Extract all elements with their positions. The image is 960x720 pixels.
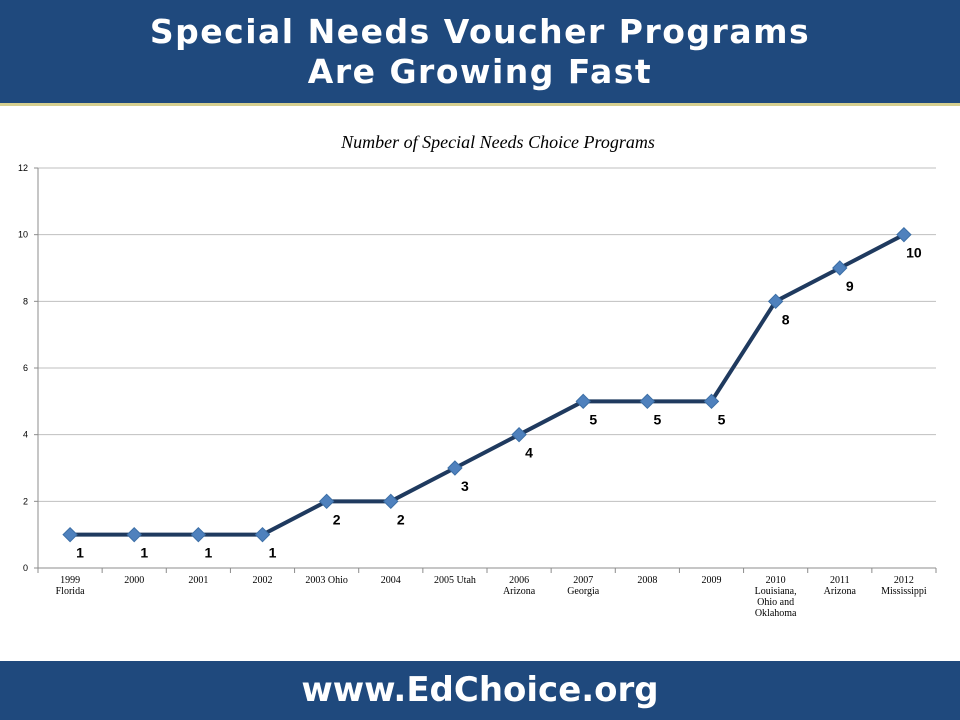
x-tick-label-line: Florida <box>56 586 85 597</box>
x-tick-label: 2011 Arizona <box>824 575 857 597</box>
page-title: Special Needs Voucher Programs Are Growi… <box>0 12 960 92</box>
data-label: 3 <box>461 478 469 494</box>
data-labels: 1 1 1 1 2 2 3 4 5 5 5 8 9 10 <box>76 245 922 561</box>
data-label: 5 <box>653 411 661 427</box>
x-tick-label: 2001 <box>188 575 208 586</box>
data-point-marker <box>62 526 78 543</box>
title-line-2: Are Growing Fast <box>307 52 653 91</box>
data-label: 10 <box>906 245 922 261</box>
x-tick-label: 2007 Georgia <box>567 575 600 597</box>
x-tick-label-line: 2008 <box>637 575 657 586</box>
x-tick-label-line: 2010 <box>766 575 786 586</box>
x-tick-label: 2005 Utah <box>434 575 476 586</box>
x-tick-label: 2002 <box>253 575 273 586</box>
data-point-marker <box>767 293 784 310</box>
x-tick-label-line: 2004 <box>381 575 401 586</box>
y-tick-label: 4 <box>23 430 28 440</box>
y-tick-label: 0 <box>23 563 28 573</box>
data-point-marker <box>318 493 335 510</box>
x-tick-label: 2012 Mississippi <box>881 575 927 597</box>
x-tick-label: 2000 <box>124 575 144 586</box>
x-tick-label-line: Oklahoma <box>755 608 797 619</box>
y-tick-label: 10 <box>18 230 28 240</box>
y-axis-ticks: 0 2 4 6 8 10 12 <box>18 163 28 573</box>
data-point-marker <box>190 526 207 543</box>
data-label: 2 <box>397 511 405 527</box>
x-tick-label-line: Mississippi <box>881 586 927 597</box>
data-point-marker <box>447 460 463 476</box>
data-point-marker <box>703 393 720 410</box>
footer-banner: www.EdChoice.org <box>0 661 960 720</box>
x-tick-label: 1999 Florida <box>56 575 85 597</box>
data-point-marker <box>639 393 656 410</box>
x-axis-ticks: 1999 Florida 2000 2001 2002 2003 Ohio 2004 2005… <box>56 575 927 619</box>
x-tick-label-line: 2007 <box>573 575 593 586</box>
x-tick-label: 2006 Arizona <box>503 575 536 597</box>
data-label: 1 <box>269 545 277 561</box>
data-label: 1 <box>140 545 148 561</box>
x-tick-label: 2010 Louisiana, Ohio and Oklahoma <box>755 575 797 619</box>
data-point-marker <box>383 493 399 510</box>
x-tick-label: 2009 <box>702 575 722 586</box>
x-tick-label-line: Georgia <box>567 586 600 597</box>
data-label: 5 <box>718 411 726 427</box>
x-tick-label-line: 2002 <box>253 575 273 586</box>
y-tick-label: 12 <box>18 163 28 173</box>
y-tick-label: 8 <box>23 296 28 306</box>
data-label: 9 <box>846 278 854 294</box>
chart-title: Number of Special Needs Choice Programs <box>340 132 655 152</box>
x-tick-label-line: 2001 <box>188 575 208 586</box>
data-point-marker <box>832 260 848 276</box>
data-label: 1 <box>76 545 84 561</box>
header-banner: Special Needs Voucher Programs Are Growi… <box>0 0 960 106</box>
data-label: 1 <box>204 545 212 561</box>
data-label: 8 <box>782 311 790 327</box>
series-group <box>62 226 912 543</box>
data-label: 4 <box>525 445 533 461</box>
series-line <box>70 232 905 537</box>
data-point-marker <box>254 526 271 543</box>
x-tick-label-line: 2009 <box>702 575 722 586</box>
website-url: www.EdChoice.org <box>301 670 659 710</box>
x-tick-label-line: Arizona <box>824 586 857 597</box>
data-point-marker <box>575 393 591 410</box>
title-line-1: Special Needs Voucher Programs <box>149 12 811 51</box>
data-point-marker <box>511 426 527 443</box>
x-tick-label-line: Ohio and <box>757 597 794 608</box>
data-label: 2 <box>333 511 341 527</box>
x-tick-label-line: 2012 <box>894 575 914 586</box>
x-tick-label: 2008 <box>637 575 657 586</box>
y-tick-label: 6 <box>23 363 28 373</box>
x-tick-label-line: 2000 <box>124 575 144 586</box>
data-point-marker <box>126 526 142 543</box>
x-tick-label-line: 2005 Utah <box>434 575 476 586</box>
y-tick-label: 2 <box>23 496 28 506</box>
x-tick-label-line: 2011 <box>830 575 850 586</box>
x-tick-label: 2004 <box>381 575 401 586</box>
data-label: 5 <box>589 411 597 427</box>
chart-grid <box>34 167 937 573</box>
x-tick-label-line: Arizona <box>503 586 536 597</box>
data-point-marker <box>896 226 912 243</box>
x-tick-label-line: Louisiana, <box>755 586 797 597</box>
x-tick-label-line: 2006 <box>509 575 529 586</box>
x-tick-label: 2003 Ohio <box>305 575 348 586</box>
x-tick-label-line: 1999 <box>60 575 80 586</box>
x-tick-label-line: 2003 Ohio <box>305 575 348 586</box>
